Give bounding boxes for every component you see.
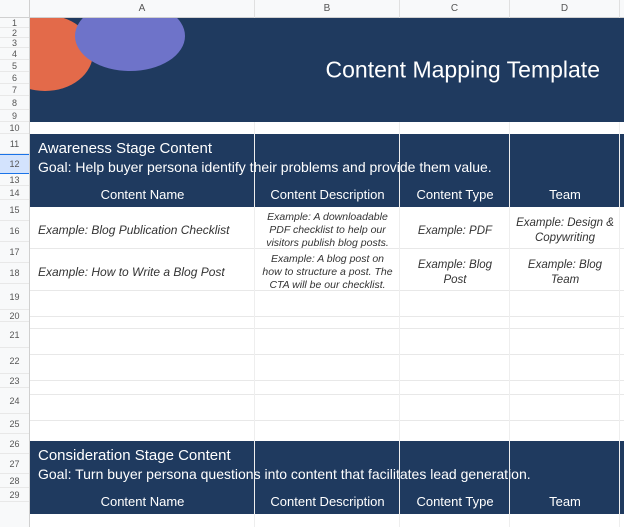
stage-goal: Goal: Help buyer persona identify their … [38,159,614,175]
row-header[interactable]: 22 [0,348,29,374]
cell-team[interactable]: Example: Blog Team [510,254,620,291]
row-header[interactable]: 27 [0,454,29,474]
stage-title: Awareness Stage Content [38,140,614,157]
col-content-description: Content Description [255,494,400,509]
row-header[interactable]: 25 [0,414,29,434]
col-content-type: Content Type [400,187,510,202]
cell-content-description[interactable]: Example: A blog post on how to structure… [255,249,400,296]
cell-content-type[interactable]: Example: Blog Post [400,254,510,291]
col-header-b[interactable]: B [255,0,400,18]
row-header[interactable]: 18 [0,263,29,284]
row-header[interactable]: 23 [0,374,29,388]
table-header-row: Content Name Content Description Content… [30,488,624,514]
cell-content-type[interactable]: Example: PDF [400,220,510,242]
sheet-content[interactable]: Content Mapping Template Awareness Stage… [30,18,624,527]
row-header[interactable]: 5 [0,60,29,72]
row-header[interactable]: 3 [0,38,29,48]
row-header[interactable]: 2 [0,28,29,38]
table-row[interactable]: Example: How to Write a Blog Post Exampl… [30,249,624,291]
row-header[interactable]: 6 [0,72,29,84]
cell-content-name[interactable]: Example: Blog Publication Checklist [30,219,255,242]
row-header[interactable]: 17 [0,242,29,263]
row-header[interactable]: 7 [0,84,29,96]
row-header[interactable]: 11 [0,134,29,154]
column-headers: A B C D [30,0,624,18]
cell-content-description[interactable]: Example: A downloadable PDF checklist to… [255,207,400,254]
spacer [30,421,624,441]
row-header[interactable]: 14 [0,186,29,200]
title-banner: Content Mapping Template [30,18,624,122]
decorative-blobs-icon [30,18,250,122]
empty-row[interactable] [30,317,624,329]
empty-row[interactable] [30,355,624,381]
section-awareness-header: Awareness Stage Content Goal: Help buyer… [30,134,624,181]
row-header[interactable]: 26 [0,434,29,454]
table-row[interactable]: Example: Blog Publication Checklist Exam… [30,207,624,249]
spreadsheet: A B C D 1 2 3 4 5 6 7 8 9 10 11 12 13 14… [0,0,624,527]
col-content-name: Content Name [30,494,255,509]
col-header-d[interactable]: D [510,0,620,18]
row-header-selected[interactable]: 12 [0,154,29,174]
row-header[interactable]: 29 [0,488,29,502]
table-header-row: Content Name Content Description Content… [30,181,624,207]
row-header[interactable]: 13 [0,174,29,186]
col-content-type: Content Type [400,494,510,509]
row-header[interactable]: 24 [0,388,29,414]
row-header[interactable]: 1 [0,18,29,28]
row-header[interactable]: 20 [0,310,29,322]
stage-goal: Goal: Turn buyer persona questions into … [38,466,614,482]
row-header[interactable]: 16 [0,221,29,242]
col-team: Team [510,187,620,202]
empty-row[interactable] [30,329,624,355]
spacer [30,122,624,134]
cell-content-name[interactable]: Example: How to Write a Blog Post [30,261,255,284]
col-content-name: Content Name [30,187,255,202]
row-header[interactable]: 21 [0,322,29,348]
row-header[interactable]: 10 [0,122,29,134]
row-header[interactable]: 28 [0,474,29,488]
select-all-corner[interactable] [0,0,30,18]
col-team: Team [510,494,620,509]
row-header[interactable]: 4 [0,48,29,60]
col-header-a[interactable]: A [30,0,255,18]
page-title: Content Mapping Template [326,57,600,84]
cell-team[interactable]: Example: Design & Copywriting [510,212,620,249]
col-content-description: Content Description [255,187,400,202]
empty-row[interactable] [30,381,624,395]
row-header[interactable]: 8 [0,96,29,110]
row-headers: 1 2 3 4 5 6 7 8 9 10 11 12 13 14 15 16 1… [0,18,30,527]
col-header-c[interactable]: C [400,0,510,18]
row-header[interactable]: 19 [0,284,29,310]
row-header[interactable]: 9 [0,110,29,122]
section-consideration-header: Consideration Stage Content Goal: Turn b… [30,441,624,488]
stage-title: Consideration Stage Content [38,447,614,464]
empty-row[interactable] [30,395,624,421]
row-header[interactable]: 15 [0,200,29,221]
